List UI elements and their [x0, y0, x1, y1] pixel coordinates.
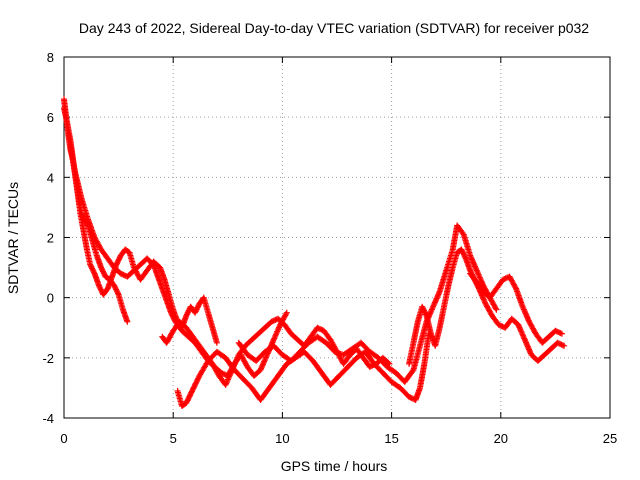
data-point-marker [114, 290, 121, 297]
data-point-marker [501, 276, 508, 283]
series-track-7 [406, 246, 568, 367]
data-point-marker [269, 318, 276, 325]
y-tick-label: 4 [47, 170, 54, 185]
data-point-marker [213, 339, 220, 346]
data-point-marker [561, 342, 568, 349]
x-tick-label: 25 [603, 431, 617, 446]
y-axis-label: SDTVAR / TECUs [5, 182, 21, 294]
data-point-marker [117, 270, 124, 277]
data-point-marker [318, 326, 325, 333]
data-point-marker [268, 318, 275, 325]
data-point-marker [555, 340, 562, 347]
data-point-marker [315, 325, 322, 332]
data-point-marker [512, 284, 519, 291]
data-point-marker [406, 393, 413, 400]
data-point-marker [314, 324, 321, 331]
data-point-marker [283, 309, 290, 316]
x-tick-label: 15 [384, 431, 398, 446]
data-point-marker [90, 269, 97, 276]
data-point-marker [366, 363, 373, 370]
data-point-marker [493, 306, 500, 313]
x-axis-label: GPS time / hours [281, 458, 388, 474]
data-point-marker [283, 311, 290, 318]
data-point-marker [558, 330, 565, 337]
data-points [61, 96, 568, 409]
y-tick-label: 0 [47, 291, 54, 306]
data-point-marker [499, 276, 506, 283]
data-point-marker [559, 342, 566, 349]
grid [64, 57, 610, 418]
data-point-marker [557, 340, 564, 347]
data-point-marker [552, 327, 559, 334]
data-point-marker [368, 363, 375, 370]
chart-title: Day 243 of 2022, Sidereal Day-to-day VTE… [79, 20, 589, 36]
data-point-marker [422, 311, 429, 318]
data-point-marker [554, 339, 561, 346]
x-tick-label: 0 [60, 431, 67, 446]
data-point-marker [462, 254, 469, 261]
data-point-marker [558, 341, 565, 348]
x-tick-label: 5 [170, 431, 177, 446]
y-tick-label: -2 [42, 351, 54, 366]
y-tick-label: 6 [47, 110, 54, 125]
y-tick-label: -4 [42, 411, 54, 426]
x-tick-label: 20 [494, 431, 508, 446]
data-point-marker [124, 318, 131, 325]
series-track-6 [235, 222, 500, 385]
data-point-marker [496, 322, 503, 329]
data-point-marker [556, 329, 563, 336]
data-point-marker [555, 328, 562, 335]
data-point-marker [271, 317, 278, 324]
data-point-marker [409, 368, 416, 375]
data-point-marker [316, 325, 323, 332]
data-point-marker [492, 305, 499, 312]
data-point-marker [120, 271, 127, 278]
series-track-8 [467, 270, 565, 346]
data-point-marker [407, 394, 414, 401]
y-tick-label: 8 [47, 50, 54, 65]
data-point-marker [119, 271, 126, 278]
y-tick-label: 2 [47, 231, 54, 246]
data-point-marker [553, 328, 560, 335]
data-point-marker [495, 321, 502, 328]
series-track-4 [159, 315, 393, 388]
x-tick-label: 10 [275, 431, 289, 446]
axis-ticks: 0 5 10 15 20 25 -4 -2 0 2 4 6 8 [42, 50, 617, 446]
data-point-marker [557, 330, 564, 337]
